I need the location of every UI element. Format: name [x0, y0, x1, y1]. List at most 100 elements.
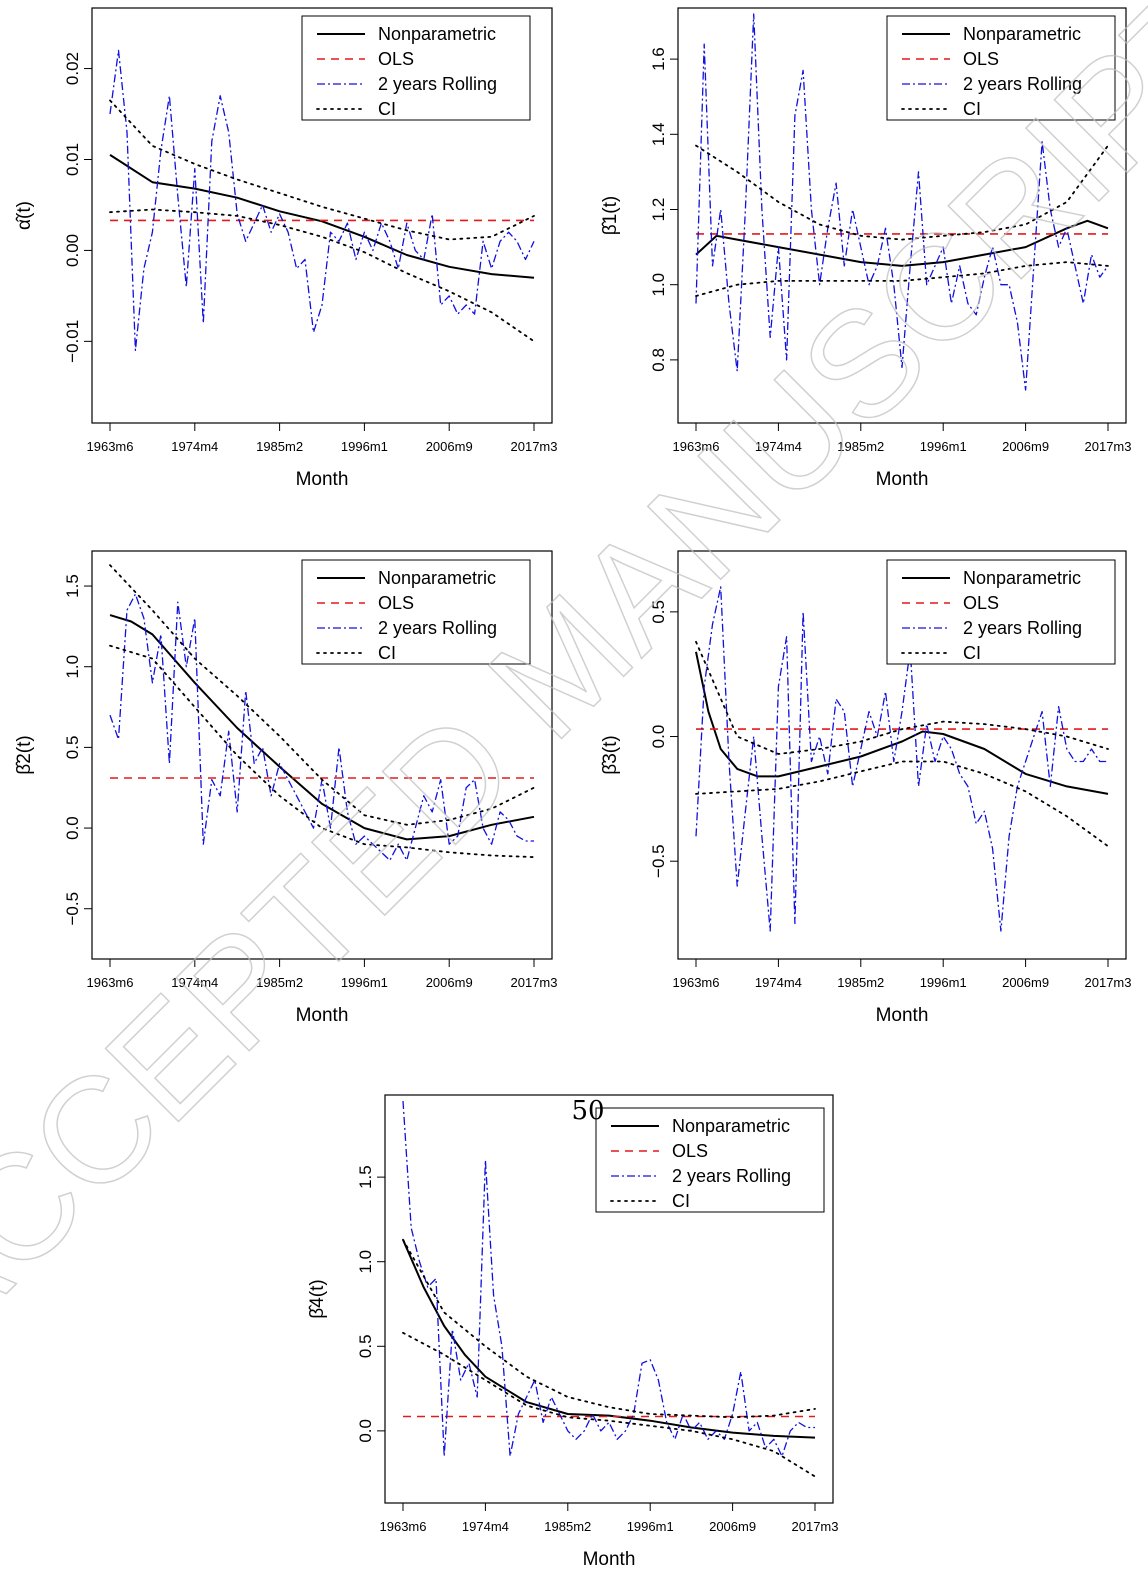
- legend: Nonparametric OLS 2 years Rolling CI: [886, 15, 1116, 121]
- y-tick-label: 1.0: [649, 273, 668, 297]
- series-2-years-rolling: [109, 49, 535, 352]
- legend-label: OLS: [963, 49, 999, 69]
- legend-label: Nonparametric: [378, 24, 496, 44]
- series-ci-upper: [402, 1238, 816, 1419]
- y-tick-label: 0.02: [63, 52, 82, 85]
- x-tick-label: 2017m3: [511, 975, 558, 990]
- x-tick-label: 1996m1: [627, 1519, 674, 1534]
- legend-label: CI: [378, 643, 396, 663]
- series-nonparametric: [402, 1239, 816, 1439]
- x-tick-label: 1996m1: [341, 975, 388, 990]
- chart-panel: 1963m6 1974m4 1985m2 1996m1 2006m9 2017m3 −0.5…: [14, 550, 558, 1026]
- y-tick-label: 1.5: [63, 574, 82, 598]
- y-tick-label: 0.00: [63, 234, 82, 267]
- chart-panel: 1963m6 1974m4 1985m2 1996m1 2006m9 2017m3 −0.5…: [600, 550, 1132, 1026]
- chart-panel: 1963m6 1974m4 1985m2 1996m1 2006m9 2017m3 −0.0…: [14, 7, 557, 490]
- series-ci-upper: [109, 564, 535, 826]
- y-axis-label: β̂1(t): [600, 196, 621, 235]
- y-tick-label: 0.8: [649, 348, 668, 372]
- series-ci-lower: [109, 208, 535, 343]
- x-tick-label: 2017m3: [792, 1519, 839, 1534]
- x-axis-label: Month: [296, 469, 349, 490]
- x-tick-label: 2006m9: [1002, 975, 1049, 990]
- chart-panel: 1963m6 1974m4 1985m2 1996m1 2006m9 2017m3 0.8 1…: [600, 7, 1132, 490]
- y-tick-label: −0.5: [63, 892, 82, 926]
- legend-label: OLS: [378, 49, 414, 69]
- legend-label: 2 years Rolling: [672, 1166, 791, 1186]
- series-2-years-rolling: [402, 1100, 815, 1457]
- series-ci-lower: [109, 644, 535, 858]
- x-tick-label: 2017m3: [1085, 439, 1132, 454]
- x-tick-label: 1974m4: [755, 975, 802, 990]
- y-tick-label: 1.0: [356, 1250, 375, 1274]
- y-tick-label: −0.5: [649, 844, 668, 878]
- x-axis-label: Month: [876, 1005, 929, 1026]
- legend-label: CI: [963, 643, 981, 663]
- series-ci-lower: [402, 1331, 816, 1478]
- x-tick-label: 2017m3: [1085, 975, 1132, 990]
- legend-label: OLS: [378, 593, 414, 613]
- y-tick-label: 0.0: [649, 725, 668, 749]
- legend-label: OLS: [672, 1141, 708, 1161]
- x-tick-label: 1985m2: [837, 439, 884, 454]
- series-ci-upper: [695, 640, 1109, 755]
- x-tick-label: 1985m2: [544, 1519, 591, 1534]
- legend-label: 2 years Rolling: [378, 74, 497, 94]
- legend-label: Nonparametric: [963, 568, 1081, 588]
- x-tick-label: 1985m2: [256, 975, 303, 990]
- legend-label: CI: [378, 99, 396, 119]
- x-tick-label: 1963m6: [87, 975, 134, 990]
- legend: Nonparametric OLS 2 years Rolling CI: [595, 1107, 825, 1213]
- y-tick-label: 1.5: [356, 1165, 375, 1189]
- x-tick-label: 1974m4: [171, 439, 218, 454]
- x-tick-label: 1974m4: [462, 1519, 509, 1534]
- legend: Nonparametric OLS 2 years Rolling CI: [886, 559, 1116, 665]
- series-nonparametric: [695, 651, 1109, 795]
- y-tick-label: 1.6: [649, 47, 668, 71]
- x-tick-label: 1963m6: [87, 439, 134, 454]
- y-tick-label: 0.5: [356, 1334, 375, 1358]
- y-axis-label: β̂3(t): [600, 735, 621, 774]
- watermark: ACCEPTED MANUSCRIPT: [0, 0, 1148, 1378]
- x-tick-label: 2006m9: [426, 975, 473, 990]
- x-axis-label: Month: [296, 1005, 349, 1026]
- x-tick-label: 1985m2: [837, 975, 884, 990]
- x-axis-label: Month: [876, 469, 929, 490]
- legend-label: Nonparametric: [378, 568, 496, 588]
- legend: Nonparametric OLS 2 years Rolling CI: [301, 559, 531, 665]
- y-tick-label: 1.2: [649, 198, 668, 222]
- chart-panel: 1963m6 1974m4 1985m2 1996m1 2006m9 2017m3 0.0 0…: [307, 1094, 839, 1570]
- legend-label: 2 years Rolling: [378, 618, 497, 638]
- series-ci-upper: [695, 144, 1109, 241]
- legend-label: 2 years Rolling: [963, 74, 1082, 94]
- legend-label: 2 years Rolling: [963, 618, 1082, 638]
- series-2-years-rolling: [695, 586, 1108, 932]
- y-tick-label: 0.0: [63, 816, 82, 840]
- y-tick-label: 0.5: [63, 736, 82, 760]
- x-tick-label: 2006m9: [709, 1519, 756, 1534]
- legend: Nonparametric OLS 2 years Rolling CI: [301, 15, 531, 121]
- page-number: 50: [571, 1096, 604, 1126]
- x-tick-label: 1996m1: [920, 975, 967, 990]
- x-tick-label: 1996m1: [920, 439, 967, 454]
- series-2-years-rolling: [695, 13, 1109, 391]
- y-tick-label: −0.01: [63, 320, 82, 363]
- x-tick-label: 1963m6: [673, 975, 720, 990]
- y-axis-label: β̂4(t): [307, 1279, 328, 1318]
- series-nonparametric: [109, 154, 535, 279]
- y-tick-label: 0.01: [63, 143, 82, 176]
- series-ci-lower: [695, 261, 1109, 297]
- y-axis-label: α̂(t): [14, 201, 35, 230]
- x-tick-label: 1996m1: [341, 439, 388, 454]
- y-tick-label: 1.4: [649, 122, 668, 146]
- x-tick-label: 1963m6: [380, 1519, 427, 1534]
- legend-label: Nonparametric: [963, 24, 1081, 44]
- legend-label: OLS: [963, 593, 999, 613]
- x-tick-label: 1974m4: [755, 439, 802, 454]
- x-axis-label: Month: [583, 1549, 636, 1570]
- series-ci-upper: [109, 99, 535, 241]
- series-nonparametric: [109, 614, 535, 841]
- y-tick-label: 1.0: [63, 655, 82, 679]
- y-tick-label: 0.5: [649, 600, 668, 624]
